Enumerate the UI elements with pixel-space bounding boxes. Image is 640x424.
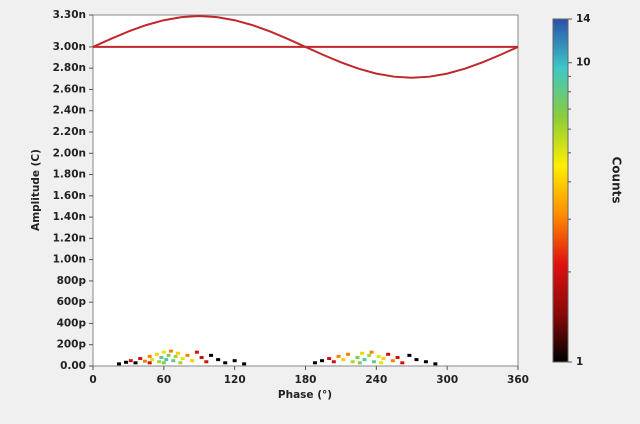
y-tick-label: 2.80n: [53, 62, 86, 74]
count-point: [199, 355, 204, 359]
y-tick-label: 1.20n: [53, 232, 86, 244]
y-tick-label: 1.00n: [53, 254, 86, 266]
colorbar-tick-label: 14: [576, 13, 591, 25]
count-point: [124, 360, 129, 364]
colorbar-tick-label: 1: [576, 356, 583, 368]
count-point: [369, 350, 374, 354]
x-tick-label: 60: [157, 374, 172, 386]
y-tick-label: 1.60n: [53, 190, 86, 202]
x-axis-label: Phase (°): [278, 389, 332, 401]
count-point: [357, 361, 362, 365]
x-tick-label: 360: [507, 374, 529, 386]
count-point: [180, 357, 185, 361]
y-tick-label: 2.00n: [53, 147, 86, 159]
y-tick-label: 2.60n: [53, 83, 86, 95]
count-point: [367, 353, 372, 357]
colorbar: [552, 18, 569, 363]
count-point: [176, 351, 180, 355]
count-point: [362, 358, 367, 362]
count-point: [371, 360, 376, 364]
count-point: [341, 358, 346, 362]
count-point: [190, 359, 195, 363]
count-point: [223, 361, 228, 365]
count-point: [320, 359, 325, 363]
count-point: [386, 352, 391, 356]
x-tick-label: 240: [365, 374, 387, 386]
count-point: [168, 349, 173, 353]
count-point: [232, 359, 237, 363]
count-point: [216, 358, 221, 362]
colorbar-tick-label: 10: [576, 57, 591, 69]
x-tick-label: 120: [224, 374, 246, 386]
count-point: [204, 360, 209, 364]
count-point: [116, 362, 121, 366]
y-tick-label: 600p: [57, 296, 87, 308]
count-point: [346, 352, 350, 356]
count-point: [166, 353, 171, 357]
count-point: [390, 359, 395, 363]
y-axis-label: Amplitude (C): [30, 149, 42, 231]
y-tick-label: 2.40n: [53, 105, 86, 117]
count-point: [242, 362, 247, 366]
count-point: [128, 359, 133, 363]
colorbar-label: Counts: [610, 156, 624, 203]
count-point: [381, 357, 386, 361]
count-point: [138, 357, 143, 361]
y-tick-label: 200p: [57, 339, 87, 351]
count-point: [350, 360, 355, 364]
count-point: [159, 355, 164, 359]
x-tick-label: 0: [89, 374, 96, 386]
y-tick-label: 2.20n: [53, 126, 86, 138]
count-point: [327, 357, 332, 361]
count-point: [150, 358, 155, 362]
plot-area: [92, 14, 519, 367]
count-point: [331, 360, 336, 364]
count-point: [154, 352, 159, 356]
y-tick-label: 1.80n: [53, 169, 86, 181]
count-point: [376, 354, 381, 358]
count-point: [312, 361, 317, 365]
y-tick-label: 800p: [57, 275, 87, 287]
count-point: [171, 359, 176, 363]
count-point: [157, 360, 162, 364]
y-tick-label: 0.00: [60, 360, 86, 372]
count-point: [142, 359, 147, 363]
x-tick-label: 300: [436, 374, 458, 386]
count-point: [173, 354, 178, 358]
count-point: [423, 360, 428, 364]
count-point: [133, 361, 138, 365]
count-point: [147, 354, 152, 358]
count-point: [395, 355, 400, 359]
count-point: [433, 362, 438, 366]
count-point: [209, 353, 214, 357]
count-point: [379, 361, 384, 365]
count-point: [161, 350, 166, 354]
count-point: [407, 353, 412, 357]
count-point: [178, 361, 183, 365]
y-tick-label: 1.40n: [53, 211, 86, 223]
count-point: [164, 358, 169, 362]
count-point: [360, 351, 365, 355]
y-tick-label: 3.00n: [53, 41, 86, 53]
count-point: [194, 350, 199, 354]
y-tick-label: 3.30n: [53, 9, 86, 21]
y-tick-label: 400p: [57, 317, 87, 329]
x-tick-label: 180: [295, 374, 317, 386]
count-point: [147, 361, 152, 365]
count-point: [161, 361, 166, 365]
count-point: [336, 354, 341, 358]
count-point: [414, 358, 419, 362]
count-point: [400, 361, 405, 365]
count-point: [185, 353, 190, 357]
count-point: [355, 355, 360, 359]
